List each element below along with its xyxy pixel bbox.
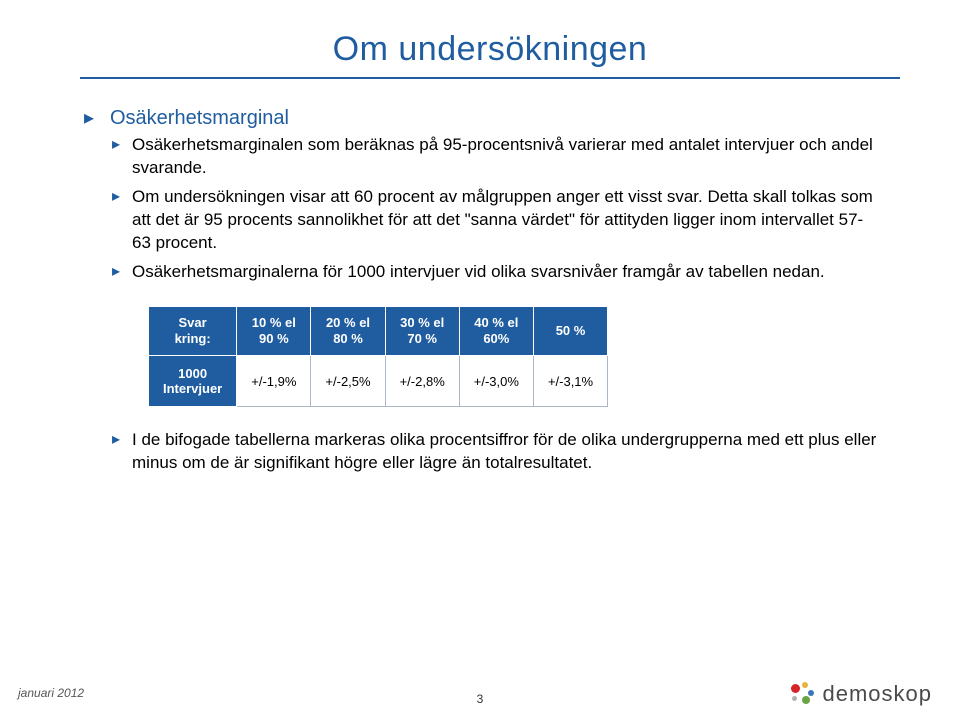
bullet-heading: Osäkerhetsmarginal <box>84 105 880 132</box>
cell: +/-3,1% <box>533 356 607 407</box>
content: Osäkerhetsmarginal Osäkerhetsmarginalen … <box>80 105 900 475</box>
cell: +/-2,8% <box>385 356 459 407</box>
th-50: 50 % <box>533 306 607 356</box>
cell: +/-1,9% <box>237 356 311 407</box>
table-head: Svarkring: 10 % el90 % 20 % el80 % 30 % … <box>149 306 608 356</box>
footer-date: januari 2012 <box>18 686 84 700</box>
demoskop-logo: demoskop <box>788 680 932 708</box>
table-row: 1000Intervjuer +/-1,9% +/-2,5% +/-2,8% +… <box>149 356 608 407</box>
footer-page-number: 3 <box>477 692 484 706</box>
margin-table: Svarkring: 10 % el90 % 20 % el80 % 30 % … <box>148 306 608 408</box>
logo-dots-icon <box>788 680 816 708</box>
logo-dot <box>792 696 797 701</box>
title-wrap: Om undersökningen <box>80 30 900 69</box>
slide: Om undersökningen Osäkerhetsmarginal Osä… <box>0 0 960 722</box>
logo-dot <box>808 690 814 696</box>
page-title: Om undersökningen <box>333 30 648 68</box>
bullet-item: Osäkerhetsmarginalen som beräknas på 95-… <box>84 134 880 180</box>
bullet-item: Om undersökningen visar att 60 procent a… <box>84 186 880 255</box>
logo-dot <box>802 682 808 688</box>
th-40-60: 40 % el60% <box>459 306 533 356</box>
margin-table-wrap: Svarkring: 10 % el90 % 20 % el80 % 30 % … <box>148 306 880 408</box>
logo-dot <box>791 684 800 693</box>
bullet-item: Osäkerhetsmarginalerna för 1000 intervju… <box>84 261 880 284</box>
logo-dot <box>802 696 810 704</box>
th-30-70: 30 % el70 % <box>385 306 459 356</box>
bullet-item: I de bifogade tabellerna markeras olika … <box>84 429 880 475</box>
table-header-row: Svarkring: 10 % el90 % 20 % el80 % 30 % … <box>149 306 608 356</box>
cell: +/-2,5% <box>311 356 385 407</box>
th-svar-kring: Svarkring: <box>149 306 237 356</box>
logo-text: demoskop <box>822 681 932 707</box>
cell: +/-3,0% <box>459 356 533 407</box>
title-divider <box>80 77 900 79</box>
row-head-1000: 1000Intervjuer <box>149 356 237 407</box>
table-body: 1000Intervjuer +/-1,9% +/-2,5% +/-2,8% +… <box>149 356 608 407</box>
th-20-80: 20 % el80 % <box>311 306 385 356</box>
th-10-90: 10 % el90 % <box>237 306 311 356</box>
